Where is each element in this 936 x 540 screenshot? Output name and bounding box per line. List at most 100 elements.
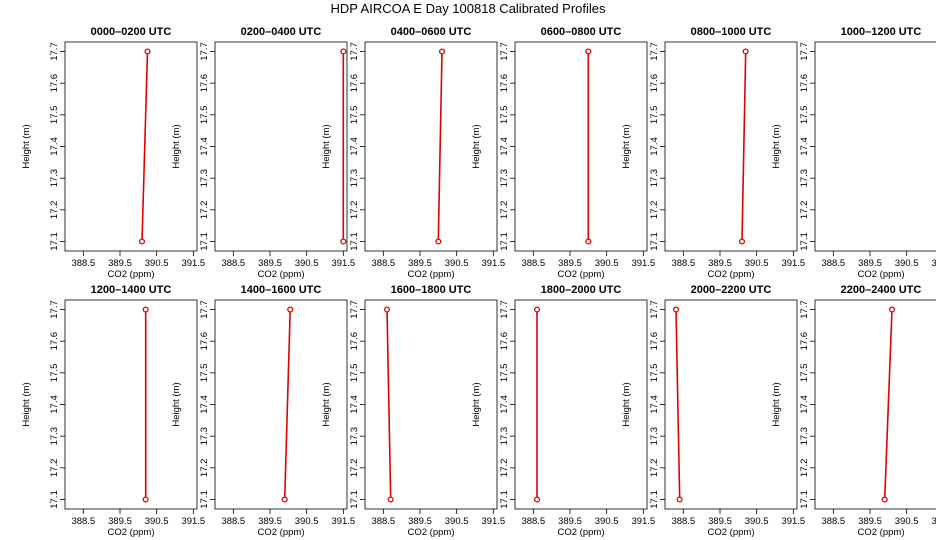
y-tick-label: 17.3 <box>49 169 60 188</box>
x-tick-label: 391.5 <box>331 516 355 527</box>
profile-line <box>437 51 443 242</box>
x-tick-label: 391.5 <box>181 516 205 527</box>
profile-point <box>585 48 592 55</box>
x-tick-label: 391.5 <box>781 516 805 527</box>
x-tick-label: 391.5 <box>181 258 205 269</box>
x-tick-label: 388.5 <box>821 516 845 527</box>
panel-title: 1200–1400 UTC <box>91 284 172 296</box>
x-axis-label: CO2 (ppm) <box>108 527 155 538</box>
x-tick-label: 390.5 <box>745 258 769 269</box>
y-tick-label: 17.1 <box>349 490 360 509</box>
panel-title: 2000–2200 UTC <box>691 284 772 296</box>
x-tick-label: 388.5 <box>821 258 845 269</box>
x-tick-label: 389.5 <box>558 258 582 269</box>
x-axis-label: CO2 (ppm) <box>708 269 755 280</box>
x-tick-label: 389.5 <box>708 516 732 527</box>
panel-grid: 0000–0200 UTC 388.5 389.5 390.5 391.5 17.1 17.… <box>21 26 936 538</box>
profile-point <box>435 238 442 245</box>
y-tick-label: 17.2 <box>199 201 210 220</box>
y-tick-label: 17.1 <box>649 232 660 251</box>
x-tick-label: 391.5 <box>481 516 505 527</box>
y-tick-label: 17.3 <box>199 427 210 446</box>
x-tick-label: 388.5 <box>221 258 245 269</box>
y-tick-label: 17.1 <box>349 232 360 251</box>
y-tick-label: 17.2 <box>49 201 60 220</box>
profile-point <box>438 48 446 55</box>
profile-line <box>741 51 747 242</box>
profile-panel: 1200–1400 UTC 388.5 389.5 390.5 391.5 17.1 17.… <box>21 284 205 538</box>
profile-point <box>138 238 146 245</box>
profile-panel: 2000–2200 UTC 388.5 389.5 390.5 391.5 17.1 17.… <box>621 284 805 538</box>
y-tick-label: 17.3 <box>49 427 60 446</box>
y-tick-label: 17.6 <box>349 332 360 351</box>
y-axis-label: Height (m) <box>21 382 32 426</box>
profile-line <box>675 309 681 500</box>
profile-point <box>142 306 149 313</box>
y-tick-label: 17.7 <box>499 42 510 61</box>
x-axis-label: CO2 (ppm) <box>858 269 905 280</box>
profile-point <box>888 306 896 313</box>
y-tick-label: 17.7 <box>799 300 810 319</box>
x-tick-label: 390.5 <box>445 258 469 269</box>
y-tick-label: 17.6 <box>499 332 510 351</box>
profile-panel: 1000–1200 UTC 388.5 389.5 390.5 391.5 17.1 17.… <box>771 26 936 280</box>
profile-point <box>585 238 592 245</box>
y-tick-label: 17.3 <box>349 427 360 446</box>
y-axis-label: Height (m) <box>621 382 632 426</box>
x-axis-label: CO2 (ppm) <box>108 269 155 280</box>
x-tick-label: 390.5 <box>595 258 619 269</box>
x-tick-label: 391.5 <box>931 516 936 527</box>
y-tick-label: 17.3 <box>799 427 810 446</box>
profile-panel: 1800–2000 UTC 388.5 389.5 390.5 391.5 17.1 17.… <box>471 284 655 538</box>
profile-point <box>340 238 347 245</box>
y-tick-label: 17.4 <box>499 137 510 156</box>
x-tick-label: 389.5 <box>108 258 132 269</box>
y-tick-label: 17.2 <box>49 459 60 478</box>
y-tick-label: 17.6 <box>649 74 660 93</box>
panel-title: 0400–0600 UTC <box>391 26 472 38</box>
x-axis-label: CO2 (ppm) <box>408 269 455 280</box>
profile-point <box>742 48 749 55</box>
y-tick-label: 17.5 <box>799 106 810 125</box>
y-tick-label: 17.4 <box>49 395 60 414</box>
y-axis-label: Height (m) <box>321 382 332 426</box>
y-tick-label: 17.2 <box>799 459 810 478</box>
x-tick-label: 388.5 <box>521 516 545 527</box>
x-axis-label: CO2 (ppm) <box>408 527 455 538</box>
y-tick-label: 17.1 <box>499 232 510 251</box>
y-tick-label: 17.3 <box>649 169 660 188</box>
panel-title: 0000–0200 UTC <box>91 26 172 38</box>
y-tick-label: 17.5 <box>49 364 60 383</box>
y-tick-label: 17.7 <box>199 300 210 319</box>
profile-point <box>387 496 394 503</box>
panel-title: 1400–1600 UTC <box>241 284 322 296</box>
profile-point <box>144 48 151 55</box>
y-axis-label: Height (m) <box>771 124 782 168</box>
y-tick-label: 17.6 <box>199 74 210 93</box>
x-tick-label: 389.5 <box>558 516 582 527</box>
x-tick-label: 391.5 <box>631 258 655 269</box>
y-tick-label: 17.5 <box>799 364 810 383</box>
y-tick-label: 17.4 <box>349 395 360 414</box>
y-tick-label: 17.4 <box>649 395 660 414</box>
y-tick-label: 17.2 <box>349 201 360 220</box>
y-tick-label: 17.2 <box>199 459 210 478</box>
y-tick-label: 17.5 <box>349 106 360 125</box>
y-tick-label: 17.3 <box>499 427 510 446</box>
y-tick-label: 17.3 <box>649 427 660 446</box>
profile-point <box>281 496 288 503</box>
panel-title: 0800–1000 UTC <box>691 26 772 38</box>
y-axis-label: Height (m) <box>21 124 32 168</box>
x-tick-label: 388.5 <box>521 258 545 269</box>
y-tick-label: 17.2 <box>799 201 810 220</box>
panel-title: 1600–1800 UTC <box>391 284 472 296</box>
x-tick-label: 390.5 <box>745 516 769 527</box>
y-tick-label: 17.7 <box>649 42 660 61</box>
figure-title: HDP AIRCOA E Day 100818 Calibrated Profi… <box>330 1 606 16</box>
x-tick-label: 391.5 <box>781 258 805 269</box>
y-tick-label: 17.3 <box>499 169 510 188</box>
y-tick-label: 17.4 <box>799 137 810 156</box>
y-tick-label: 17.5 <box>49 106 60 125</box>
x-tick-label: 390.5 <box>145 258 169 269</box>
